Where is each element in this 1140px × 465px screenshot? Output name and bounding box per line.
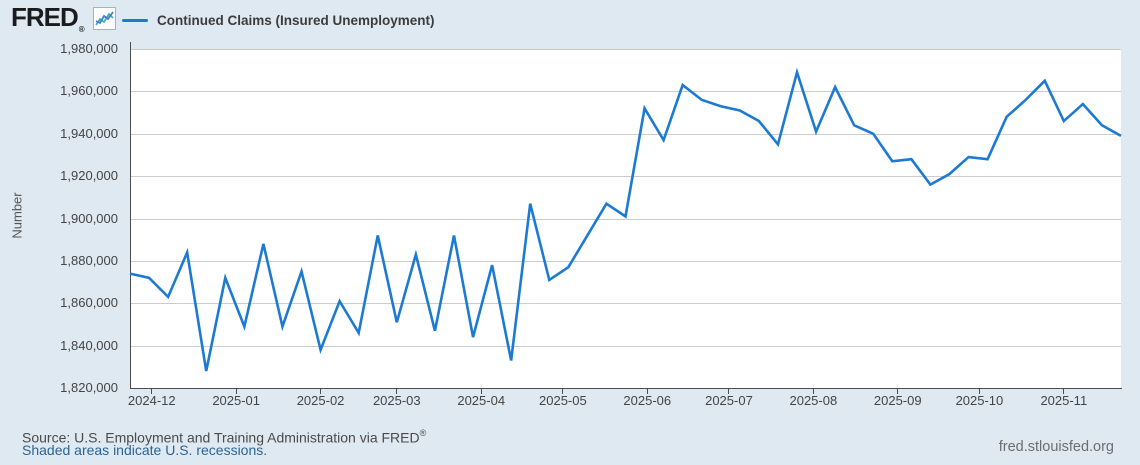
x-tick-label: 2024-12 — [127, 393, 176, 408]
x-tick-label: 2025-05 — [539, 393, 587, 408]
x-tick-label: 2025-07 — [705, 393, 753, 408]
x-axis-tick — [728, 389, 730, 394]
registered-mark: ® — [78, 25, 85, 34]
y-tick-label: 1,920,000 — [60, 168, 118, 184]
fred-logo[interactable]: FRED® — [11, 2, 85, 37]
sparkline-icon — [93, 7, 116, 30]
x-tick-label: 2025-06 — [623, 393, 672, 408]
x-tick-label: 2025-10 — [955, 393, 1004, 408]
x-axis-tick — [562, 389, 564, 394]
gridline — [131, 133, 1121, 135]
recession-note-link[interactable]: Shaded areas indicate U.S. recessions. — [22, 442, 268, 458]
gridline — [131, 218, 1121, 220]
x-tick-label: 2025-02 — [296, 393, 345, 408]
x-axis-tick — [978, 389, 980, 394]
gridline — [131, 345, 1121, 347]
legend-line-swatch — [122, 18, 148, 23]
y-axis-title: Number — [9, 191, 25, 239]
y-tick-label: 1,900,000 — [60, 210, 118, 226]
x-axis-tick — [897, 389, 899, 394]
x-tick-label: 2025-03 — [372, 393, 421, 408]
y-tick-label: 1,980,000 — [60, 41, 118, 56]
x-axis-line — [130, 388, 1122, 389]
y-tick-label: 1,860,000 — [60, 295, 118, 311]
x-axis-tick — [396, 389, 398, 394]
x-axis-tick — [235, 389, 237, 394]
gridline — [131, 303, 1121, 305]
x-tick-label: 2025-08 — [789, 393, 838, 408]
x-axis-tick — [320, 389, 322, 394]
gridline — [131, 91, 1121, 93]
series-legend: Continued Claims (Insured Unemployment) — [122, 12, 435, 29]
plot-area — [131, 49, 1121, 388]
legend-label: Continued Claims (Insured Unemployment) — [157, 13, 435, 28]
x-axis-tick — [812, 389, 814, 394]
gridline — [131, 260, 1121, 262]
x-axis-tick — [1063, 389, 1065, 394]
y-axis-line — [130, 42, 131, 389]
series-line — [129, 67, 1122, 372]
x-tick-label: 2025-09 — [873, 393, 922, 408]
fred-logo-text: FRED — [11, 2, 79, 32]
y-tick-label: 1,880,000 — [60, 252, 118, 268]
y-tick-label: 1,840,000 — [60, 337, 118, 353]
x-axis-tick — [646, 389, 648, 394]
gridline — [131, 176, 1121, 178]
x-axis-tick — [151, 389, 153, 394]
y-tick-label: 1,940,000 — [60, 125, 118, 141]
y-tick-label: 1,820,000 — [60, 380, 118, 395]
x-tick-label: 2025-11 — [1040, 393, 1088, 408]
x-axis-tick — [480, 389, 482, 394]
x-tick-label: 2025-01 — [212, 393, 261, 408]
site-url: fred.stlouisfed.org — [998, 439, 1114, 455]
gridline — [131, 49, 1121, 50]
source-note: Source: U.S. Employment and Training Adm… — [22, 428, 427, 446]
x-tick-label: 2025-04 — [457, 393, 506, 408]
y-tick-label: 1,960,000 — [60, 83, 118, 99]
